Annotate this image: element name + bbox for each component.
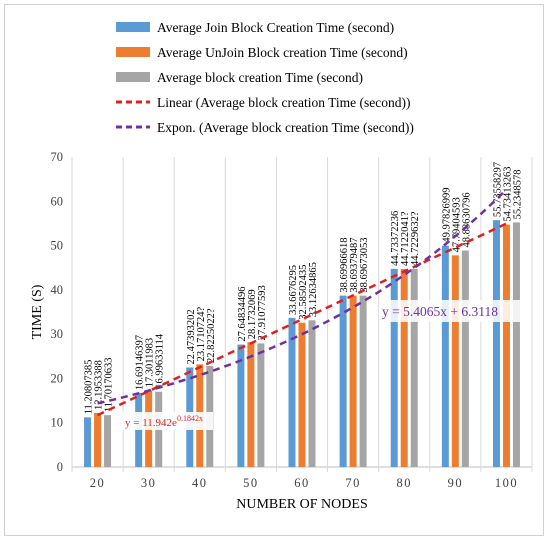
bar-chart: Average Join Block Creation Time (second… xyxy=(30,20,533,512)
bar xyxy=(84,417,92,467)
linear-trendline xyxy=(97,222,507,417)
bar xyxy=(451,255,459,467)
y-tick-label: 40 xyxy=(51,283,64,297)
y-tick-label: 0 xyxy=(57,460,63,474)
data-label: 17.3011983 xyxy=(145,338,156,388)
bar xyxy=(257,343,265,467)
x-tick-label: 40 xyxy=(192,476,208,490)
legend-label: Average block creation Time (second) xyxy=(157,70,363,85)
legend-label: Linear (Average block creation Time (sec… xyxy=(157,95,411,110)
data-label: 16.69146397 xyxy=(135,335,146,390)
data-label: 48.88630796 xyxy=(461,192,472,247)
x-tick-label: 30 xyxy=(141,476,157,490)
legend-label: Average UnJoin Block creation Time (seco… xyxy=(157,45,408,60)
x-tick-label: 20 xyxy=(90,476,106,490)
x-tick-label: 70 xyxy=(345,476,361,490)
exponential-trendline xyxy=(97,188,508,405)
data-label: 54.73413263 xyxy=(502,166,513,221)
data-label: 22.47393202 xyxy=(186,309,197,364)
data-label: 47.79404593 xyxy=(451,197,462,252)
x-axis-title: NUMBER OF NODES xyxy=(236,497,367,512)
data-label: 16.99633114 xyxy=(155,333,166,388)
x-tick-label: 50 xyxy=(243,476,259,490)
bar xyxy=(492,220,500,467)
bar xyxy=(247,342,255,467)
y-tick-label: 60 xyxy=(51,194,64,208)
bar xyxy=(308,320,316,467)
y-tick-label: 20 xyxy=(51,371,64,385)
bar xyxy=(339,295,347,467)
data-label: 33.12634865 xyxy=(308,262,319,317)
data-label: 38.69379487 xyxy=(349,238,360,293)
data-label: 22.8225022? xyxy=(206,308,217,363)
y-tick-label: 70 xyxy=(51,150,64,164)
bar xyxy=(359,295,367,467)
y-tick-label: 50 xyxy=(51,239,64,253)
y-tick-label: 30 xyxy=(51,327,64,341)
linear-equation: y = 5.4065x + 6.3118 xyxy=(382,304,498,319)
data-label: 11.20807385 xyxy=(84,360,95,415)
data-label: 27.64834496 xyxy=(237,286,248,341)
chart-frame: Average Join Block Creation Time (second… xyxy=(4,4,544,536)
legend-swatch xyxy=(116,72,150,82)
bar xyxy=(410,268,418,467)
bar xyxy=(349,295,357,467)
data-label: 28.1732069 xyxy=(247,289,258,339)
bar xyxy=(512,222,520,467)
data-label: 44.73372236 xyxy=(390,211,401,266)
legend-label: Average Join Block Creation Time (second… xyxy=(157,20,394,35)
data-label: 44.7229632? xyxy=(410,211,421,266)
data-label: 23.1710724? xyxy=(196,307,207,362)
x-tick-label: 60 xyxy=(294,476,310,490)
legend-label: Expon. (Average block creation Time (sec… xyxy=(157,120,414,135)
data-labels: 11.20807385 16.69146397 22.47393202 27.6483… xyxy=(84,162,524,414)
x-tick-label: 90 xyxy=(448,476,464,490)
data-label: 12.1953388 xyxy=(94,360,105,410)
x-tick-label: 100 xyxy=(495,476,518,490)
exponential-equation-box xyxy=(121,412,213,430)
bar xyxy=(502,224,510,467)
bar xyxy=(237,344,245,467)
data-label: 55.73558297 xyxy=(492,162,503,217)
bar xyxy=(461,250,469,467)
legend-swatch xyxy=(116,22,150,32)
x-tick-label: 80 xyxy=(396,476,412,490)
bar xyxy=(288,317,296,467)
bar xyxy=(390,268,398,467)
data-label: 11.70170633 xyxy=(104,357,115,412)
data-label: 33.6676295 xyxy=(288,265,299,315)
bar xyxy=(400,268,408,467)
data-label: 55.2348578 xyxy=(512,170,523,220)
data-label: 38.69966618 xyxy=(339,237,350,292)
trendlines xyxy=(97,188,508,417)
data-label: 27.91077593 xyxy=(257,285,268,340)
legend: Average Join Block Creation Time (second… xyxy=(116,20,414,135)
data-label: 44.7122041? xyxy=(400,211,411,266)
linear-equation-box xyxy=(379,300,531,322)
exponential-equation-exponent: 0.1842x xyxy=(177,414,203,423)
y-tick-label: 10 xyxy=(51,416,64,430)
data-label: 32.58502435 xyxy=(298,265,309,320)
bar xyxy=(94,412,102,467)
bar xyxy=(104,415,112,467)
data-label: 38.69673053 xyxy=(359,238,370,293)
y-axis-title: TIME (S) xyxy=(30,284,45,339)
data-label: 49.97826999 xyxy=(441,188,452,243)
legend-swatch xyxy=(116,47,150,57)
bar xyxy=(298,322,306,467)
bar xyxy=(441,245,449,467)
bar xyxy=(135,393,143,467)
